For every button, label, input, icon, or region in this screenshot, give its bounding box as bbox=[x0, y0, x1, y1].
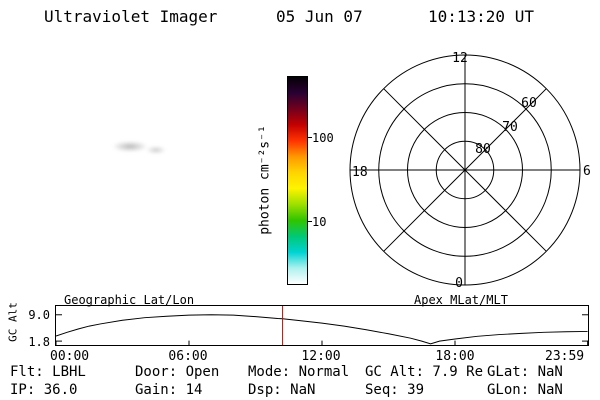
stripchart-title-right: Apex MLat/MLT bbox=[414, 293, 508, 307]
status-seq: Seq: 39 bbox=[365, 382, 425, 398]
mlat-ring-label-80: 80 bbox=[475, 142, 491, 157]
mlat-ring-label-70: 70 bbox=[502, 120, 518, 135]
mlt-spoke bbox=[464, 88, 547, 171]
stripchart-y-axis-label: GC Alt bbox=[6, 302, 20, 342]
faint-emission-smudge bbox=[146, 146, 166, 154]
date-readout: 05 Jun 07 bbox=[276, 7, 363, 26]
x-tick-label: 00:00 bbox=[50, 349, 90, 364]
polar-labels: 12 18 6 0 60 70 80 bbox=[352, 51, 590, 291]
mlt-label-0: 0 bbox=[455, 276, 463, 291]
mlt-label-12: 12 bbox=[452, 51, 468, 66]
colorbar-unit-label: photon cm⁻²s⁻¹ bbox=[257, 125, 273, 235]
status-glat: GLat: NaN bbox=[487, 364, 563, 380]
orbit-chart-svg bbox=[56, 306, 588, 345]
colorbar-tick-mark bbox=[308, 221, 312, 222]
status-ip: IP: 36.0 bbox=[10, 382, 78, 398]
stripchart-y-tick-9: 9.0 bbox=[28, 308, 50, 322]
x-tick-label: 12:00 bbox=[301, 349, 341, 364]
mlt-spoke bbox=[464, 169, 547, 252]
colorbar-tick-label-100: 100 bbox=[312, 131, 334, 145]
colorbar-tick-mark bbox=[308, 137, 312, 138]
mlt-spoke bbox=[383, 88, 466, 171]
polar-spokes bbox=[350, 55, 580, 285]
colorbar-tick-label-10: 10 bbox=[312, 215, 327, 229]
status-gain: Gain: 14 bbox=[135, 382, 203, 398]
status-mode: Mode: Normal bbox=[248, 364, 350, 380]
stripchart-title-left: Geographic Lat/Lon bbox=[64, 293, 195, 307]
x-tick-label: 23:59 bbox=[545, 349, 585, 364]
orbit-curve bbox=[56, 314, 588, 345]
mlat-ring-label-60: 60 bbox=[521, 96, 537, 111]
mlt-spoke bbox=[383, 169, 466, 252]
status-dsp: Dsp: NaN bbox=[248, 382, 316, 398]
status-gc-alt: GC Alt: 7.9 Re bbox=[365, 364, 484, 380]
time-readout: 10:13:20 UT bbox=[428, 7, 534, 26]
status-door: Door: Open bbox=[135, 364, 220, 380]
stripchart-y-tick-18: 1.8 bbox=[28, 335, 50, 349]
polar-plot: 12 18 6 0 60 70 80 bbox=[349, 51, 590, 291]
status-glon: GLon: NaN bbox=[487, 382, 563, 398]
status-flt: Flt: LBHL bbox=[10, 364, 86, 380]
mlt-label-6: 6 bbox=[583, 164, 590, 179]
instrument-title: Ultraviolet Imager bbox=[44, 7, 218, 26]
faint-emission-smudge bbox=[112, 141, 148, 152]
colorbar-gradient bbox=[287, 76, 308, 285]
mlt-label-18: 18 bbox=[352, 165, 368, 180]
x-tick-label: 06:00 bbox=[168, 349, 208, 364]
axis-ticks bbox=[56, 314, 588, 345]
x-tick-label: 18:00 bbox=[435, 349, 475, 364]
orbit-strip-chart bbox=[55, 305, 589, 346]
